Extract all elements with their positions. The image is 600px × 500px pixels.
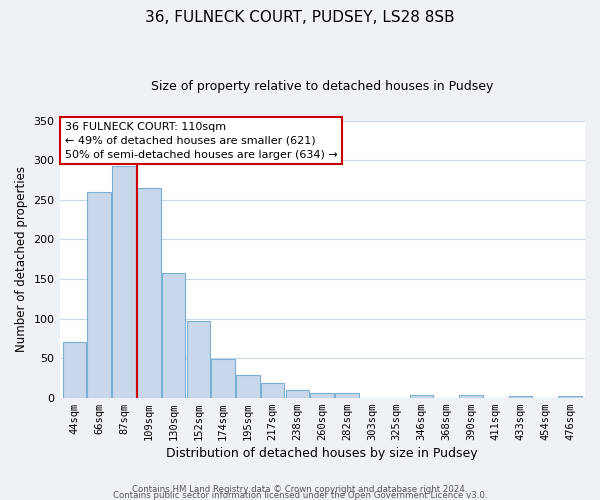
Bar bbox=[211, 359, 235, 398]
Bar bbox=[559, 396, 582, 398]
Bar bbox=[62, 342, 86, 398]
Bar bbox=[509, 396, 532, 398]
Title: Size of property relative to detached houses in Pudsey: Size of property relative to detached ho… bbox=[151, 80, 493, 93]
Bar bbox=[137, 188, 161, 398]
Y-axis label: Number of detached properties: Number of detached properties bbox=[15, 166, 28, 352]
Bar bbox=[112, 166, 136, 398]
Bar bbox=[187, 321, 210, 398]
Bar bbox=[236, 374, 260, 398]
Bar bbox=[261, 382, 284, 398]
Bar bbox=[286, 390, 309, 398]
Bar bbox=[459, 396, 483, 398]
Bar bbox=[410, 394, 433, 398]
Bar bbox=[310, 393, 334, 398]
Bar bbox=[335, 393, 359, 398]
Text: Contains HM Land Registry data © Crown copyright and database right 2024.: Contains HM Land Registry data © Crown c… bbox=[132, 484, 468, 494]
Text: 36, FULNECK COURT, PUDSEY, LS28 8SB: 36, FULNECK COURT, PUDSEY, LS28 8SB bbox=[145, 10, 455, 25]
Bar bbox=[88, 192, 111, 398]
Text: Contains public sector information licensed under the Open Government Licence v3: Contains public sector information licen… bbox=[113, 490, 487, 500]
Bar bbox=[162, 274, 185, 398]
Text: 36 FULNECK COURT: 110sqm
← 49% of detached houses are smaller (621)
50% of semi-: 36 FULNECK COURT: 110sqm ← 49% of detach… bbox=[65, 122, 338, 160]
X-axis label: Distribution of detached houses by size in Pudsey: Distribution of detached houses by size … bbox=[166, 447, 478, 460]
